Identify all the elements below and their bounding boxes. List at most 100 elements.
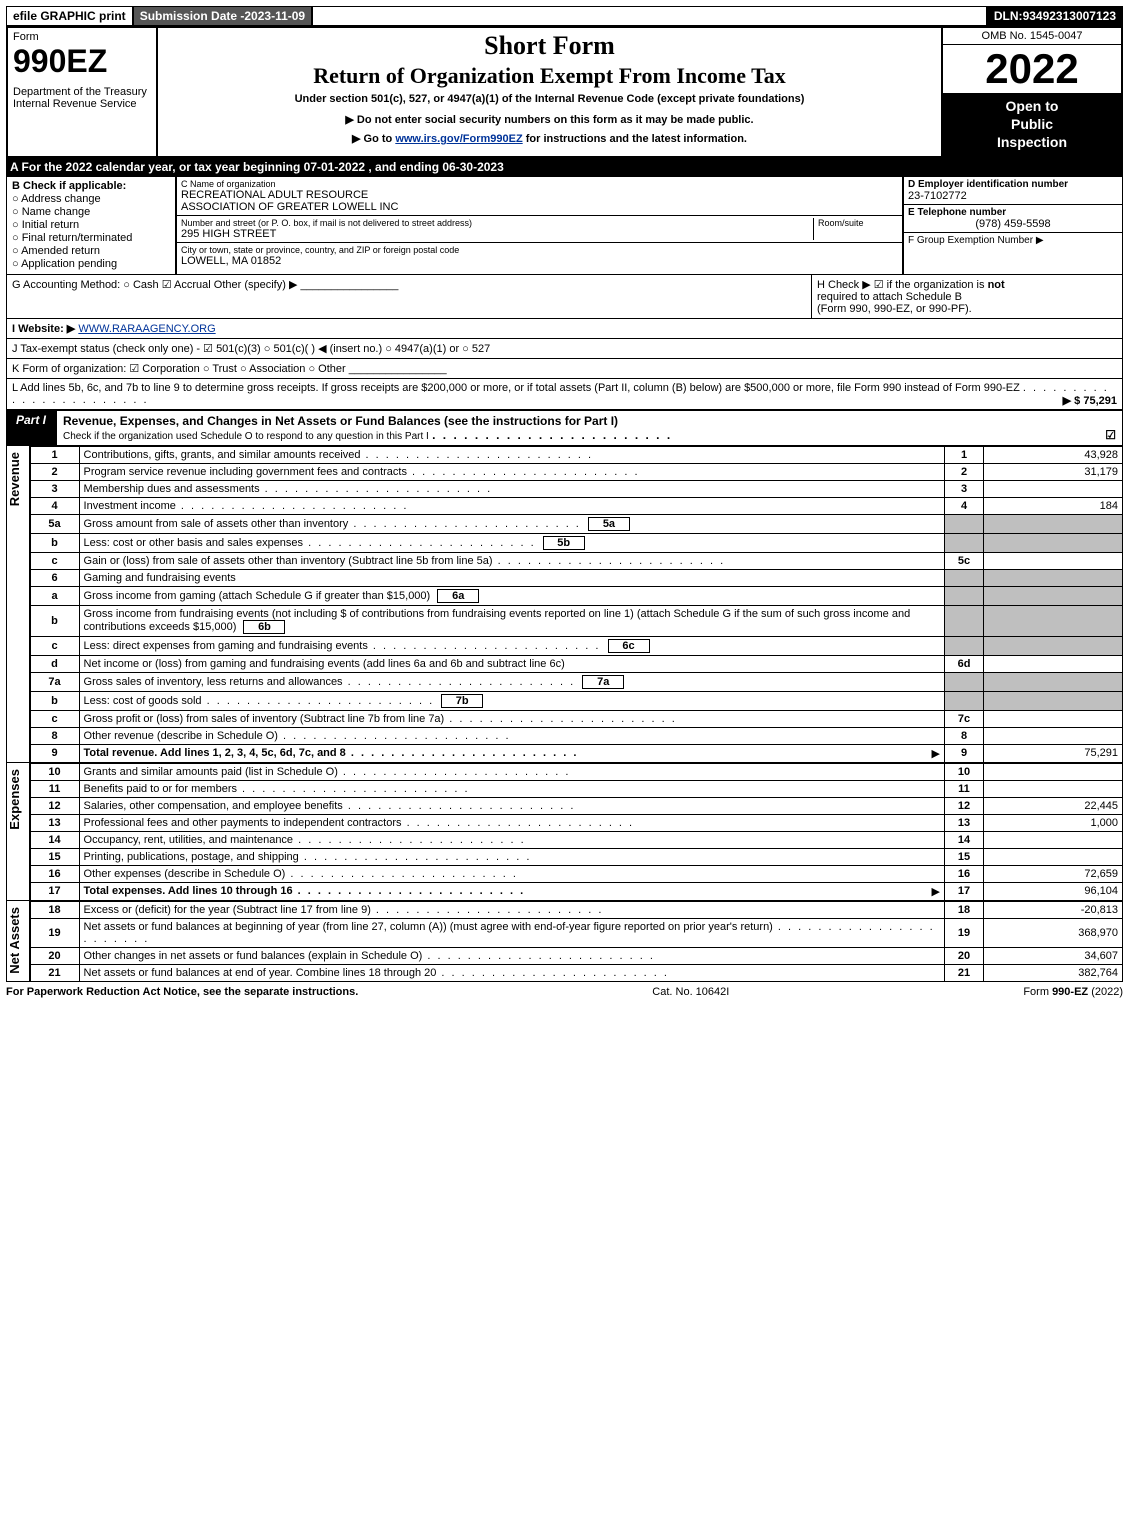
n9: 9: [30, 744, 79, 762]
r7b: [945, 691, 984, 710]
revenue-table: 1Contributions, gifts, grants, and simil…: [30, 446, 1123, 763]
line-3: 3Membership dues and assessments3: [30, 480, 1122, 497]
line-17: 17Total expenses. Add lines 10 through 1…: [30, 882, 1122, 900]
e-phone-label: E Telephone number: [908, 207, 1118, 218]
d3: Membership dues and assessments: [79, 480, 944, 497]
d21: Net assets or fund balances at end of ye…: [79, 964, 944, 981]
n21: 21: [30, 964, 79, 981]
chk-initial-return[interactable]: Initial return: [12, 219, 170, 231]
r21: 21: [945, 964, 984, 981]
chk-address-change[interactable]: Address change: [12, 193, 170, 205]
r1: 1: [945, 446, 984, 463]
a6a: [984, 586, 1123, 605]
netassets-table: 18Excess or (deficit) for the year (Subt…: [30, 901, 1123, 982]
dln-value: 93492313007123: [1023, 9, 1116, 23]
part1-dots: [432, 428, 672, 442]
a17: 96,104: [984, 882, 1123, 900]
r10: 10: [945, 763, 984, 780]
chk-application-pending[interactable]: Application pending: [12, 258, 170, 270]
irs-link[interactable]: www.irs.gov/Form990EZ: [395, 133, 522, 145]
d15: Printing, publications, postage, and shi…: [79, 848, 944, 865]
h-line1-pre: H Check ▶ ☑ if the organization is: [817, 279, 988, 291]
part1-body: Revenue 1Contributions, gifts, grants, a…: [6, 446, 1123, 763]
d7c: Gross profit or (loss) from sales of inv…: [79, 710, 944, 727]
d11: Benefits paid to or for members: [79, 780, 944, 797]
chk-name-change[interactable]: Name change: [12, 206, 170, 218]
city-label: City or town, state or province, country…: [181, 245, 898, 255]
b-title: B Check if applicable:: [12, 180, 170, 192]
n10: 10: [30, 763, 79, 780]
d5b: Less: cost or other basis and sales expe…: [79, 533, 944, 552]
d6: Gaming and fundraising events: [79, 569, 944, 586]
h-schedule-b: H Check ▶ ☑ if the organization is not r…: [811, 275, 1123, 319]
org-name-1: RECREATIONAL ADULT RESOURCE: [181, 189, 898, 201]
d17: Total expenses. Add lines 10 through 16 …: [79, 882, 944, 900]
n17: 17: [30, 882, 79, 900]
line-14: 14Occupancy, rent, utilities, and mainte…: [30, 831, 1122, 848]
a16: 72,659: [984, 865, 1123, 882]
line-5c: cGain or (loss) from sale of assets othe…: [30, 552, 1122, 569]
r13: 13: [945, 814, 984, 831]
h-not: not: [988, 279, 1005, 291]
side-revenue: Revenue: [6, 446, 30, 763]
part1-title-text: Revenue, Expenses, and Changes in Net As…: [63, 414, 618, 428]
r7a: [945, 672, 984, 691]
d6c-text: Less: direct expenses from gaming and fu…: [84, 640, 601, 652]
n6b: b: [30, 605, 79, 636]
r9: 9: [945, 744, 984, 762]
r6d: 6d: [945, 655, 984, 672]
d18: Excess or (deficit) for the year (Subtra…: [79, 901, 944, 918]
part1-header: Part I Revenue, Expenses, and Changes in…: [6, 410, 1123, 446]
n14: 14: [30, 831, 79, 848]
row-a-tax-year: A For the 2022 calendar year, or tax yea…: [6, 158, 1123, 176]
line-20: 20Other changes in net assets or fund ba…: [30, 947, 1122, 964]
r3: 3: [945, 480, 984, 497]
line-9: 9Total revenue. Add lines 1, 2, 3, 4, 5c…: [30, 744, 1122, 762]
n3: 3: [30, 480, 79, 497]
omb-number: OMB No. 1545-0047: [943, 28, 1121, 45]
section-b-c-d: B Check if applicable: Address change Na…: [6, 176, 1123, 275]
line-7a: 7aGross sales of inventory, less returns…: [30, 672, 1122, 691]
n13: 13: [30, 814, 79, 831]
line-12: 12Salaries, other compensation, and empl…: [30, 797, 1122, 814]
n7b: b: [30, 691, 79, 710]
a15: [984, 848, 1123, 865]
side-expenses-label: Expenses: [7, 763, 22, 836]
website-link[interactable]: WWW.RARAAGENCY.ORG: [78, 323, 215, 335]
a7c: [984, 710, 1123, 727]
a3: [984, 480, 1123, 497]
d10: Grants and similar amounts paid (list in…: [79, 763, 944, 780]
a6d: [984, 655, 1123, 672]
chk-final-return[interactable]: Final return/terminated: [12, 232, 170, 244]
b-checkboxes: B Check if applicable: Address change Na…: [6, 176, 176, 275]
footer-right-post: (2022): [1091, 986, 1123, 998]
a6b: [984, 605, 1123, 636]
room-suite-label: Room/suite: [813, 218, 898, 240]
n6a: a: [30, 586, 79, 605]
e-phone-value: (978) 459-5598: [908, 218, 1118, 230]
d6d: Net income or (loss) from gaming and fun…: [79, 655, 944, 672]
side-netassets-label: Net Assets: [7, 901, 22, 980]
chk-amended-return[interactable]: Amended return: [12, 245, 170, 257]
d5a: Gross amount from sale of assets other t…: [79, 514, 944, 533]
r11: 11: [945, 780, 984, 797]
irs-label: Internal Revenue Service: [13, 98, 151, 110]
n6d: d: [30, 655, 79, 672]
footer-right-form: 990-EZ: [1052, 986, 1088, 998]
d12: Salaries, other compensation, and employ…: [79, 797, 944, 814]
line-5a: 5aGross amount from sale of assets other…: [30, 514, 1122, 533]
tax-year: 2022: [943, 45, 1121, 93]
r17: 17: [945, 882, 984, 900]
efile-print[interactable]: efile GRAPHIC print: [6, 6, 133, 26]
a10: [984, 763, 1123, 780]
part1-check[interactable]: ☑: [1105, 428, 1116, 442]
r5a: [945, 514, 984, 533]
l-gross-receipts: L Add lines 5b, 6c, and 7b to line 9 to …: [6, 379, 1123, 410]
n20: 20: [30, 947, 79, 964]
line-11: 11Benefits paid to or for members11: [30, 780, 1122, 797]
d2: Program service revenue including govern…: [79, 463, 944, 480]
n12: 12: [30, 797, 79, 814]
line-4: 4Investment income4184: [30, 497, 1122, 514]
line-15: 15Printing, publications, postage, and s…: [30, 848, 1122, 865]
form-title-cell: Short Form Return of Organization Exempt…: [157, 27, 942, 157]
